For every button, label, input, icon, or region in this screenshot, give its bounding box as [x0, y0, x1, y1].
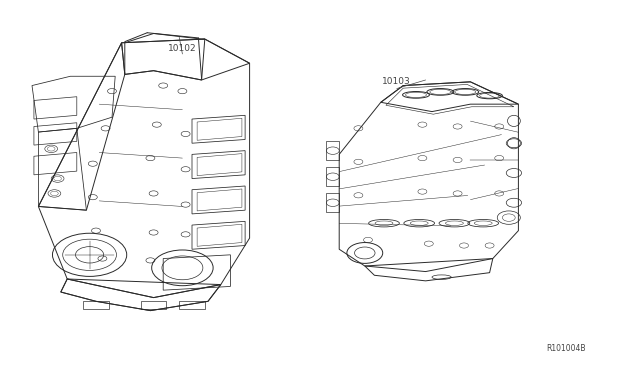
- Text: R101004B: R101004B: [547, 344, 586, 353]
- Text: 10103: 10103: [383, 77, 411, 86]
- Text: 10102: 10102: [168, 44, 196, 53]
